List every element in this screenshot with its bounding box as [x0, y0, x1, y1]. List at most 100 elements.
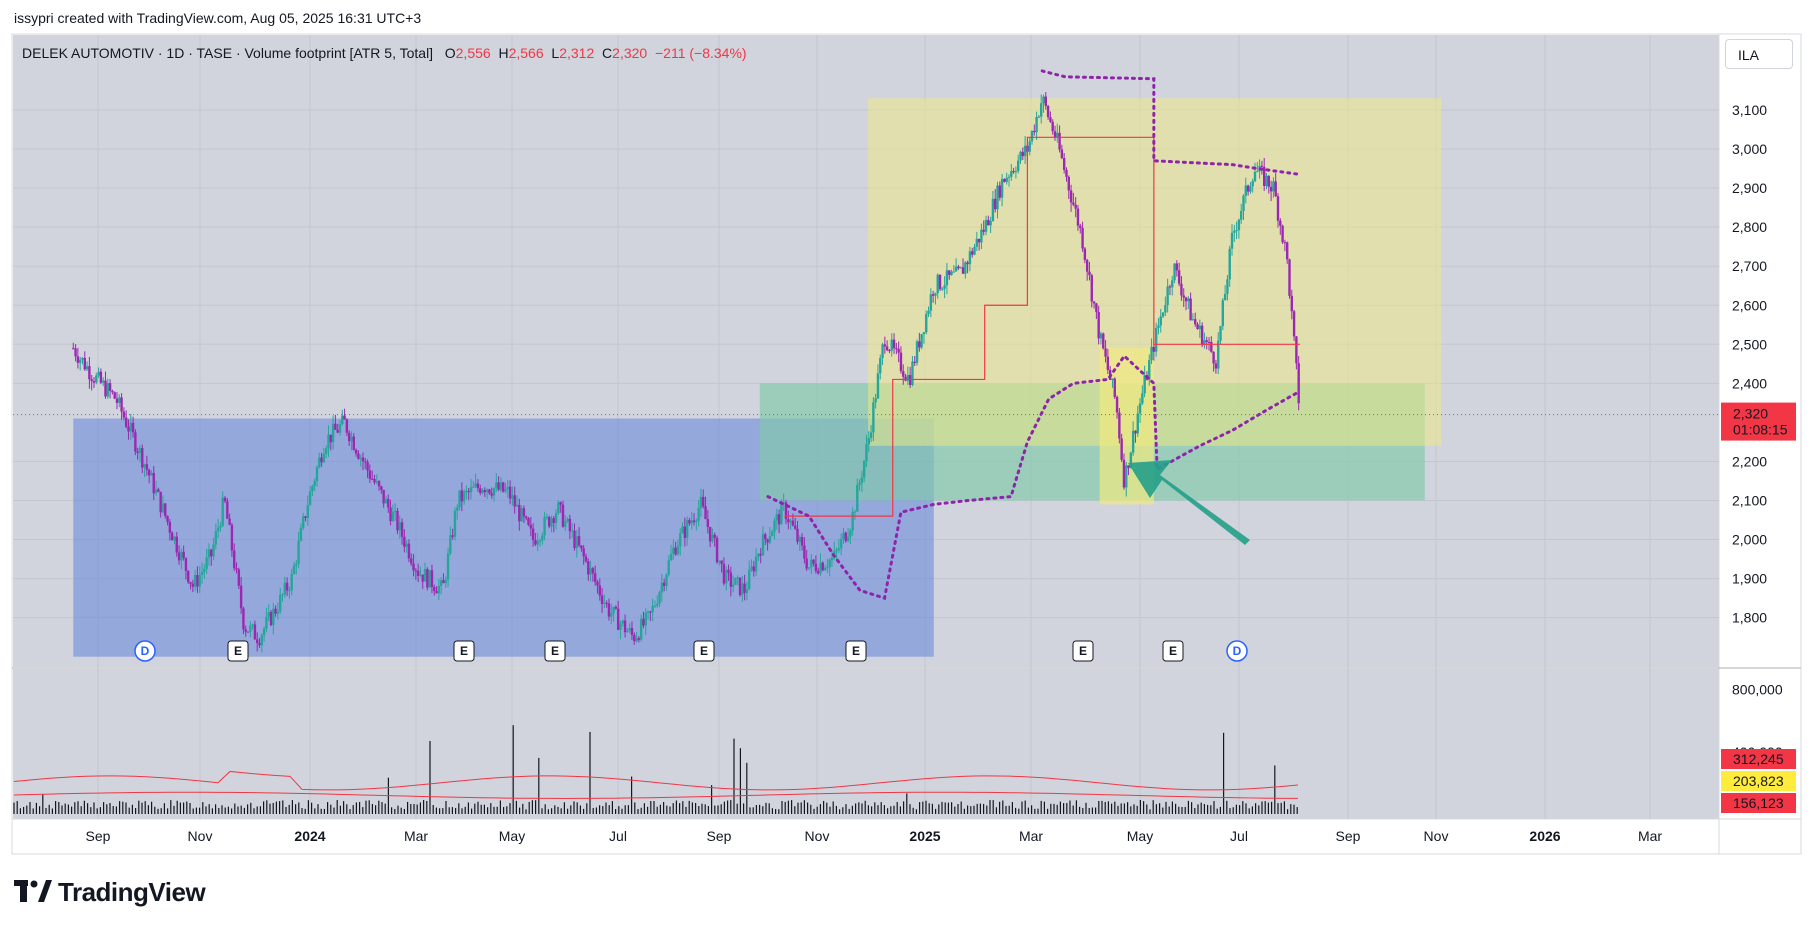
- candle-body: [334, 423, 337, 430]
- candle-body: [945, 270, 949, 286]
- candle-body: [354, 449, 358, 454]
- candle-body: [653, 605, 657, 607]
- candle-body: [472, 486, 475, 488]
- candle-body: [892, 339, 896, 349]
- candle-body: [798, 537, 801, 542]
- candle-body: [212, 544, 215, 557]
- candle-body: [925, 314, 928, 333]
- candle-body: [1028, 141, 1031, 152]
- candle-body: [327, 434, 330, 449]
- candle-body: [793, 525, 797, 529]
- candle-body: [600, 595, 604, 605]
- candle-body: [920, 334, 923, 348]
- candle-body: [522, 508, 526, 517]
- candle-body: [283, 582, 287, 595]
- candle-body: [297, 540, 300, 564]
- price-tick-label: 2,400: [1732, 375, 1767, 391]
- candle-body: [927, 310, 930, 315]
- candle-body: [506, 486, 510, 490]
- candle-body: [193, 575, 197, 587]
- candle-body: [1042, 96, 1045, 104]
- candle-body: [92, 381, 96, 383]
- candle-body: [191, 583, 195, 587]
- candle-body: [492, 488, 496, 496]
- candle-body: [446, 553, 450, 580]
- tradingview-logo[interactable]: TradingView: [14, 876, 206, 908]
- candle-body: [948, 270, 951, 276]
- candle-body: [361, 457, 365, 462]
- candle-body: [490, 493, 493, 496]
- candle-body: [1189, 298, 1192, 321]
- candle-body: [573, 530, 576, 549]
- candle-body: [210, 549, 213, 557]
- candle-body: [1210, 341, 1213, 352]
- candle-body: [152, 472, 155, 494]
- candle-body: [244, 629, 247, 632]
- candle-body: [612, 606, 615, 614]
- tradingview-logo-icon: [14, 880, 52, 904]
- candle-body: [787, 519, 790, 523]
- candle-body: [508, 486, 512, 499]
- candle-body: [1226, 279, 1229, 294]
- time-tick-label: May: [499, 828, 525, 844]
- currency-button[interactable]: ILA: [1725, 39, 1793, 69]
- candle-body: [502, 482, 505, 492]
- candle-body: [433, 587, 436, 591]
- candle-body: [1046, 105, 1050, 118]
- earnings-marker: [544, 640, 566, 662]
- candle-body: [276, 611, 280, 614]
- volume-ma-slow: [13, 791, 1299, 799]
- candle-body: [1288, 259, 1291, 296]
- candle-body: [971, 251, 974, 255]
- candle-body: [584, 556, 588, 562]
- candle-body: [1221, 300, 1225, 327]
- candle-body: [823, 567, 827, 571]
- candle-body: [639, 618, 643, 640]
- candle-body: [205, 557, 208, 569]
- event-label: E: [1079, 644, 1087, 658]
- price-candles: [72, 91, 1300, 653]
- candle-body: [1030, 131, 1034, 142]
- candle-body: [589, 568, 592, 575]
- candle-body: [74, 348, 77, 357]
- candle-body: [295, 563, 298, 566]
- candle-body: [99, 371, 103, 383]
- candle-body: [292, 565, 296, 574]
- candle-body: [1219, 326, 1222, 341]
- candle-body: [692, 520, 696, 523]
- candle-body: [702, 496, 705, 507]
- time-tick-label: Jul: [1230, 828, 1248, 844]
- candle-body: [593, 573, 597, 582]
- candle-body: [529, 524, 533, 529]
- candle-body: [1005, 177, 1008, 182]
- candle-body: [849, 530, 852, 537]
- candle-body: [1076, 208, 1080, 226]
- candle-body: [1203, 340, 1206, 346]
- candle-body: [1014, 171, 1018, 173]
- candle-body: [101, 380, 105, 383]
- candle-body: [1072, 202, 1075, 205]
- candle-body: [704, 506, 707, 520]
- candle-body: [1141, 393, 1144, 404]
- candle-body: [628, 627, 631, 631]
- candle-body: [439, 580, 443, 586]
- candle-body: [966, 262, 969, 265]
- candle-body: [1263, 166, 1266, 186]
- candle-body: [81, 357, 84, 360]
- candle-body: [242, 608, 245, 630]
- event-label: E: [1169, 644, 1177, 658]
- candle-body: [364, 461, 367, 463]
- candle-body: [1217, 340, 1220, 369]
- candle-body: [708, 526, 712, 542]
- candle-body: [1297, 363, 1300, 404]
- candle-body: [387, 498, 390, 508]
- candle-body: [994, 198, 997, 210]
- candle-body: [281, 594, 284, 596]
- candle-body: [1021, 151, 1025, 157]
- candle-body: [143, 464, 146, 468]
- candle-body: [166, 515, 169, 522]
- candle-body: [697, 508, 700, 521]
- time-tick-label: Sep: [707, 828, 732, 844]
- candle-body: [499, 482, 503, 490]
